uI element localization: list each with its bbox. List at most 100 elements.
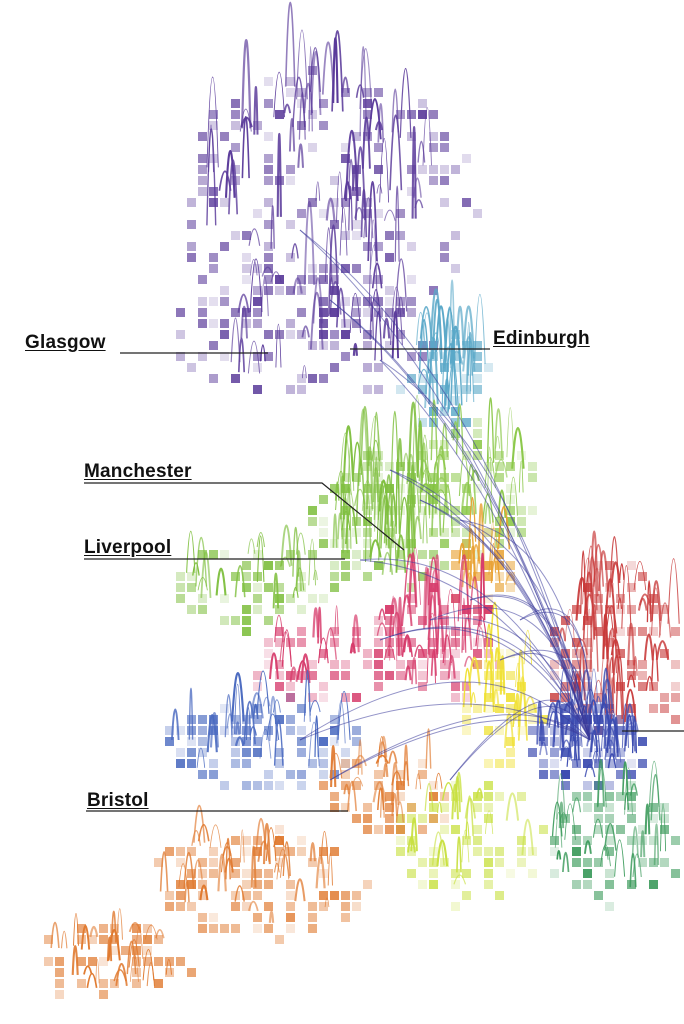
area-tile [429,165,438,174]
area-tile [220,132,229,141]
connection-arc [371,288,381,322]
area-tile [506,517,515,526]
connection-arc [425,728,432,769]
area-tile [341,671,350,680]
area-tile [473,385,482,394]
area-tile [198,319,207,328]
area-tile [418,825,427,834]
area-tile [286,913,295,922]
connection-arc [390,411,399,489]
area-tile [407,847,416,856]
area-tile [242,616,251,625]
area-tile [319,693,328,702]
area-tile [583,704,592,713]
area-tile [561,770,570,779]
area-tile [275,682,284,691]
connection-arc [429,478,434,519]
connection-arc [575,577,589,621]
area-tile [165,902,174,911]
connection-arc [224,857,234,873]
area-tile [176,759,185,768]
area-tile [583,858,592,867]
area-tile [451,561,460,570]
area-tile [341,198,350,207]
area-tile [220,594,229,603]
area-tile [275,682,284,691]
area-tile [385,253,394,262]
area-tile [396,814,405,823]
area-tile [242,275,251,284]
area-tile [374,242,383,251]
area-tile [88,935,97,944]
area-tile [594,825,603,834]
area-tile [220,330,229,339]
area-tile [451,649,460,658]
connection-arc [486,397,495,463]
connection-arc [377,485,392,561]
connection-arc [590,729,599,753]
area-tile [341,671,350,680]
connection-arc [407,401,419,477]
area-tile [341,748,350,757]
area-tile [429,143,438,152]
connection-arc [351,776,364,787]
area-tile [264,330,273,339]
area-tile [319,275,328,284]
area-tile [517,847,526,856]
area-tile [77,979,86,988]
area-tile [297,770,306,779]
area-tile [341,297,350,306]
area-tile [374,649,383,658]
area-tile [440,176,449,185]
connection-arc [515,662,521,688]
area-tile [231,924,240,933]
area-tile [341,561,350,570]
area-tile [451,880,460,889]
connection-arc [355,84,365,98]
connection-arc [508,476,518,516]
area-tile [209,319,218,328]
area-tile [451,418,460,427]
area-tile [176,891,185,900]
area-tile [506,484,515,493]
area-tile [286,693,295,702]
area-tile [341,759,350,768]
area-tile [418,572,427,581]
area-tile [374,385,383,394]
connection-arc [483,660,495,713]
area-tile [572,847,581,856]
connection-arc [224,694,233,738]
area-tile [572,638,581,647]
area-tile [231,121,240,130]
connection-arc [303,200,316,285]
area-tile [209,187,218,196]
area-tile [330,198,339,207]
area-tile [374,649,383,658]
area-tile [418,770,427,779]
connection-arc [583,840,592,854]
connection-arc [485,623,493,663]
area-tile [242,616,251,625]
area-tile [429,550,438,559]
area-tile [451,429,460,438]
area-tile [198,594,207,603]
area-tile [550,627,559,636]
area-tile [209,726,218,735]
connection-arc [382,317,391,339]
area-tile [517,726,526,735]
connection-arc [331,30,344,112]
area-tile [242,847,251,856]
connection-arc [403,744,409,781]
manchester-leader-line [84,482,405,551]
area-tile [462,154,471,163]
area-tile [385,231,394,240]
connection-arc [564,803,576,840]
area-tile [451,341,460,350]
area-tile [495,858,504,867]
connection-arc [146,962,156,987]
area-tile [374,649,383,658]
area-tile [231,374,240,383]
connection-arc [621,565,632,629]
area-tile [319,330,328,339]
connection-arc [222,845,232,856]
